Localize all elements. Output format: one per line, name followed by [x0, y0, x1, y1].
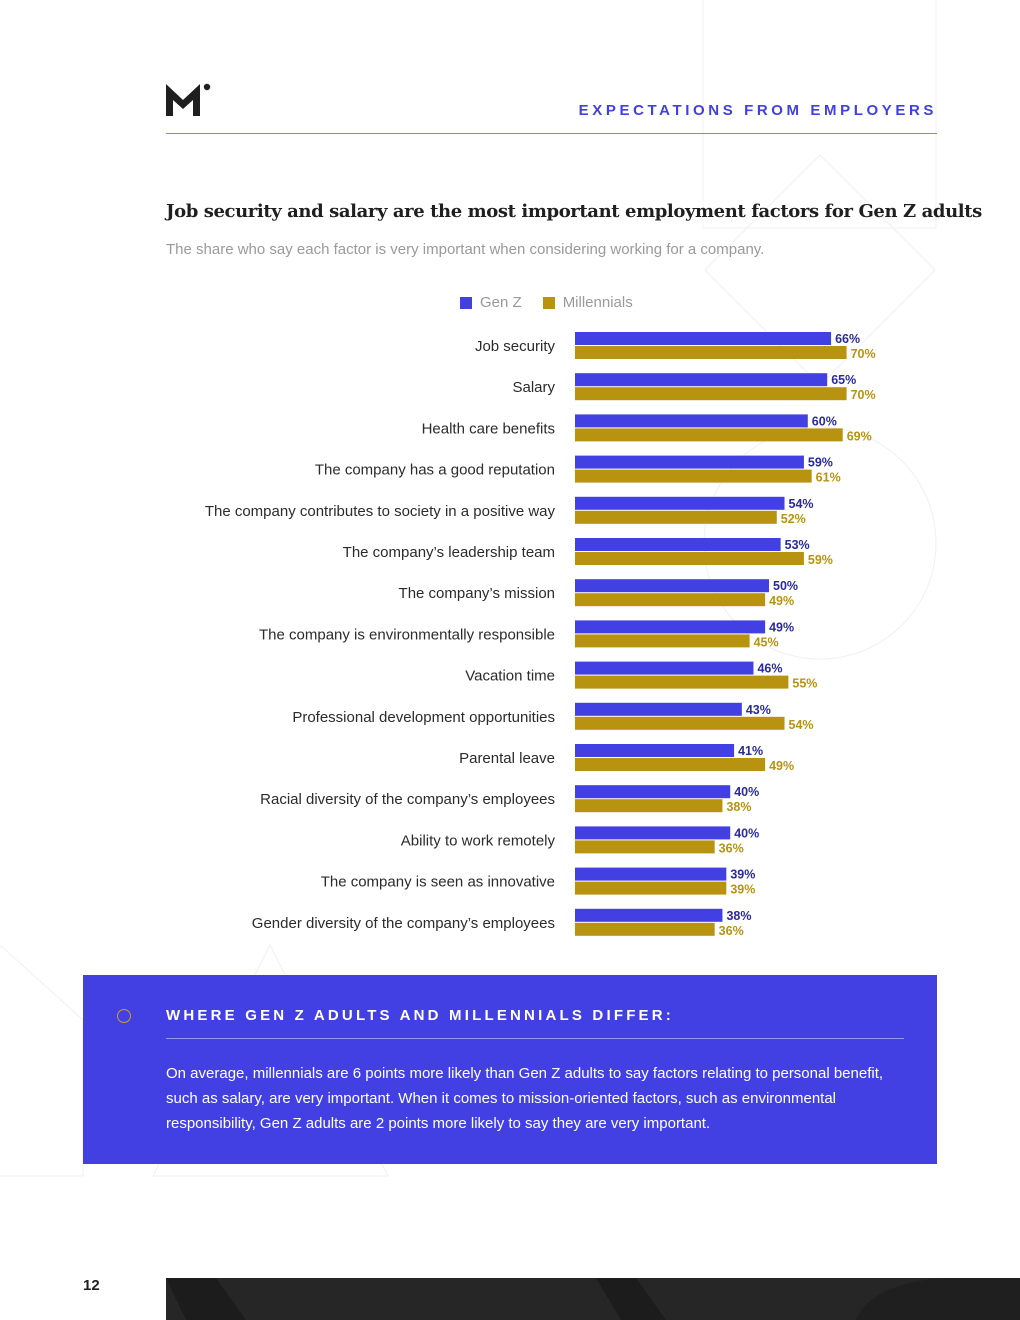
bar-millennials-parental-leave: [575, 758, 766, 771]
bar-gen-z-the-company-is-environmentally-responsible: [575, 620, 766, 634]
bar-gen-z-ability-to-work-remotely: [575, 826, 731, 840]
bar-millennials-vacation-time: [575, 675, 789, 689]
bar-chart: Job security 66%70%Salary 65%70%Health car…: [205, 332, 876, 938]
value-label-gen-z-gender-diversity-of-the-company-s-employees: 38%: [726, 909, 751, 923]
category-label-the-company-s-leadership-team: The company’s leadership team: [343, 544, 555, 561]
header-divider: [166, 133, 937, 134]
value-label-millennials-vacation-time: 55%: [792, 677, 817, 691]
value-label-gen-z-the-company-s-mission: 50%: [773, 579, 798, 593]
value-label-gen-z-ability-to-work-remotely: 40%: [734, 826, 759, 840]
bar-gen-z-the-company-s-leadership-team: [575, 538, 781, 551]
section-title: EXPECTATIONS FROM EMPLOYERS: [578, 102, 937, 119]
category-label-professional-development-opportunities: Professional development opportunities: [292, 709, 555, 726]
value-label-millennials-professional-development-opportunities: 54%: [789, 718, 814, 732]
category-label-job-security: Job security: [475, 338, 556, 355]
bar-gen-z-health-care-benefits: [575, 414, 808, 428]
bar-millennials-the-company-is-environmentally-responsible: [575, 634, 750, 648]
legend-swatch-millennials: [542, 296, 555, 309]
brand-logo-icon: [166, 83, 211, 116]
bar-millennials-the-company-is-seen-as-innovative: [575, 881, 727, 895]
value-label-millennials-the-company-is-environmentally-responsible: 45%: [754, 635, 779, 649]
legend-swatch-gen-z: [460, 296, 472, 309]
page-number: 12: [83, 1277, 100, 1294]
bar-millennials-the-company-s-leadership-team: [575, 552, 804, 565]
callout-divider: [166, 1038, 904, 1039]
bar-millennials-job-security: [575, 346, 847, 359]
category-label-the-company-contributes-to-society-in-a-positive-way: The company contributes to society in a …: [205, 503, 556, 520]
legend-label-gen-z: Gen Z: [480, 294, 522, 311]
bar-gen-z-salary: [575, 373, 828, 387]
bar-gen-z-parental-leave: [575, 744, 735, 757]
category-label-gender-diversity-of-the-company-s-employees: Gender diversity of the company’s employ…: [252, 915, 555, 932]
value-label-gen-z-racial-diversity-of-the-company-s-employees: 40%: [734, 785, 759, 799]
bar-millennials-the-company-s-mission: [575, 593, 766, 607]
value-label-millennials-health-care-benefits: 69%: [847, 429, 872, 443]
category-label-the-company-is-seen-as-innovative: The company is seen as innovative: [321, 874, 555, 891]
bar-millennials-ability-to-work-remotely: [575, 840, 715, 854]
bar-gen-z-professional-development-opportunities: [575, 702, 742, 716]
value-label-millennials-the-company-has-a-good-reputation: 61%: [816, 471, 841, 485]
value-label-millennials-gender-diversity-of-the-company-s-employees: 36%: [719, 924, 744, 938]
callout-heading: WHERE GEN Z ADULTS AND MILLENNIALS DIFFE…: [166, 1007, 674, 1024]
value-label-gen-z-the-company-has-a-good-reputation: 59%: [808, 456, 833, 470]
bar-millennials-salary: [575, 387, 847, 401]
value-label-gen-z-the-company-s-leadership-team: 53%: [785, 538, 810, 552]
value-label-gen-z-professional-development-opportunities: 43%: [746, 703, 771, 717]
category-label-the-company-s-mission: The company’s mission: [399, 585, 555, 602]
category-label-salary: Salary: [512, 379, 555, 396]
category-label-parental-leave: Parental leave: [459, 750, 555, 767]
bar-gen-z-the-company-s-mission: [575, 579, 769, 593]
chart-legend: Gen Z Millennials: [460, 294, 633, 311]
value-label-millennials-the-company-s-leadership-team: 59%: [808, 553, 833, 567]
chart-subtitle: The share who say each factor is very im…: [166, 241, 765, 258]
value-label-millennials-the-company-contributes-to-society-in-a-positive-way: 52%: [781, 512, 806, 526]
category-label-vacation-time: Vacation time: [465, 668, 555, 685]
value-label-gen-z-health-care-benefits: 60%: [812, 414, 837, 428]
bar-millennials-the-company-has-a-good-reputation: [575, 469, 812, 483]
legend-label-millennials: Millennials: [562, 294, 633, 311]
bar-gen-z-gender-diversity-of-the-company-s-employees: [575, 908, 723, 922]
category-label-the-company-is-environmentally-responsible: The company is environmentally responsib…: [259, 626, 555, 643]
callout-body: On average, millennials are 6 points mor…: [166, 1065, 884, 1132]
category-label-ability-to-work-remotely: Ability to work remotely: [401, 832, 556, 849]
bar-millennials-the-company-contributes-to-society-in-a-positive-way: [575, 510, 777, 524]
value-label-gen-z-parental-leave: 41%: [738, 744, 763, 758]
bar-millennials-racial-diversity-of-the-company-s-employees: [575, 799, 723, 813]
bar-gen-z-job-security: [575, 332, 832, 345]
bar-gen-z-vacation-time: [575, 661, 754, 675]
bar-gen-z-the-company-contributes-to-society-in-a-positive-way: [575, 496, 785, 510]
callout-box: WHERE GEN Z ADULTS AND MILLENNIALS DIFFE…: [83, 975, 937, 1164]
bar-gen-z-the-company-is-seen-as-innovative: [575, 867, 727, 881]
bar-millennials-gender-diversity-of-the-company-s-employees: [575, 922, 715, 936]
legend-item-millennials: Millennials: [542, 294, 633, 311]
value-label-gen-z-salary: 65%: [831, 373, 856, 387]
value-label-millennials-parental-leave: 49%: [769, 759, 794, 773]
value-label-millennials-salary: 70%: [851, 388, 876, 402]
value-label-millennials-racial-diversity-of-the-company-s-employees: 38%: [726, 800, 751, 814]
value-label-gen-z-job-security: 66%: [835, 332, 860, 346]
value-label-millennials-job-security: 70%: [851, 347, 876, 361]
value-label-millennials-the-company-is-seen-as-innovative: 39%: [730, 883, 755, 897]
value-label-gen-z-the-company-is-environmentally-responsible: 49%: [769, 620, 794, 634]
legend-item-gen-z: Gen Z: [460, 294, 522, 311]
value-label-gen-z-vacation-time: 46%: [757, 662, 782, 676]
bar-millennials-health-care-benefits: [575, 428, 843, 442]
category-label-health-care-benefits: Health care benefits: [422, 420, 555, 437]
value-label-millennials-the-company-s-mission: 49%: [769, 594, 794, 608]
category-label-the-company-has-a-good-reputation: The company has a good reputation: [315, 462, 555, 479]
chart-title: Job security and salary are the most imp…: [166, 201, 982, 222]
footer-band: [166, 1278, 1020, 1320]
category-label-racial-diversity-of-the-company-s-employees: Racial diversity of the company’s employ…: [260, 791, 555, 808]
circle-icon: [117, 1009, 131, 1023]
bar-gen-z-the-company-has-a-good-reputation: [575, 455, 804, 469]
value-label-gen-z-the-company-contributes-to-society-in-a-positive-way: 54%: [789, 497, 814, 511]
bar-millennials-professional-development-opportunities: [575, 716, 785, 730]
value-label-millennials-ability-to-work-remotely: 36%: [719, 841, 744, 855]
value-label-gen-z-the-company-is-seen-as-innovative: 39%: [730, 868, 755, 882]
bar-gen-z-racial-diversity-of-the-company-s-employees: [575, 785, 731, 799]
